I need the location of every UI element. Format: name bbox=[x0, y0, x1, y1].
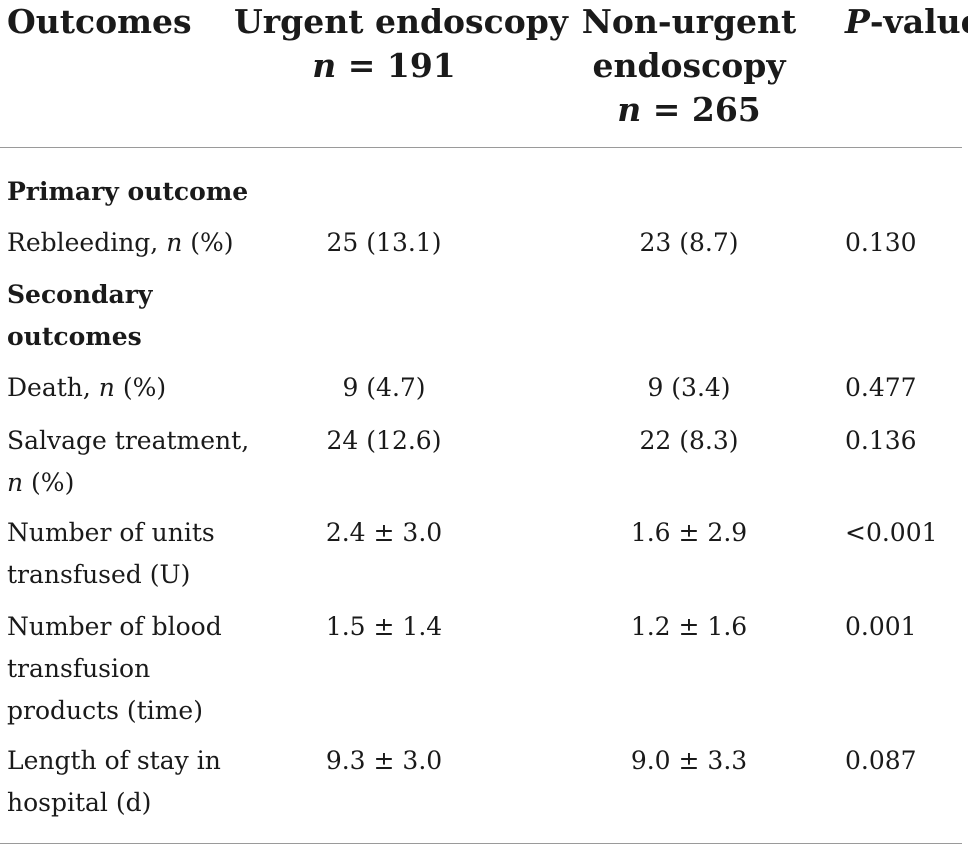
row-salvage-label: Salvage treatment, n (%) bbox=[7, 426, 250, 497]
header-nonurgent-label-2: endoscopy bbox=[592, 46, 786, 85]
row-salvage-pvalue: 0.136 bbox=[845, 426, 917, 455]
row-units-label: Number of units transfused (U) bbox=[7, 518, 215, 589]
row-units-urgent: 2.4 ± 3.0 bbox=[325, 518, 443, 547]
row-rebleeding-label: Rebleeding, n (%) bbox=[7, 228, 234, 257]
row-stay-pvalue: 0.087 bbox=[845, 746, 917, 775]
row-rebleeding-nonurgent: 23 (8.7) bbox=[639, 228, 739, 257]
row-death-pvalue: 0.477 bbox=[845, 373, 917, 402]
header-divider bbox=[0, 147, 962, 148]
row-rebleeding-pvalue: 0.130 bbox=[845, 228, 917, 257]
header-nonurgent-label-1: Non-urgent bbox=[581, 2, 797, 41]
table-bottom-rule bbox=[0, 843, 962, 844]
header-pvalue: P-value bbox=[845, 2, 968, 41]
row-blood-products-pvalue: 0.001 bbox=[845, 612, 917, 641]
row-death-urgent: 9 (4.7) bbox=[342, 373, 426, 402]
row-blood-products-nonurgent: 1.2 ± 1.6 bbox=[630, 612, 748, 641]
header-outcomes: Outcomes bbox=[7, 2, 192, 41]
row-death-nonurgent: 9 (3.4) bbox=[647, 373, 731, 402]
header-urgent-label: Urgent endoscopy bbox=[234, 2, 568, 41]
header-urgent-n: n = 191 bbox=[312, 46, 456, 85]
header-nonurgent-n: n = 265 bbox=[617, 90, 761, 129]
row-death-label: Death, n (%) bbox=[7, 373, 167, 402]
row-salvage-nonurgent: 22 (8.3) bbox=[639, 426, 739, 455]
row-units-nonurgent: 1.6 ± 2.9 bbox=[630, 518, 748, 547]
row-blood-products-urgent: 1.5 ± 1.4 bbox=[325, 612, 443, 641]
header-urgent: Urgent endoscopy n = 191 bbox=[234, 0, 568, 88]
row-units-pvalue: <0.001 bbox=[845, 518, 938, 547]
header-nonurgent: Non-urgent endoscopy n = 265 bbox=[539, 0, 839, 132]
section-primary-outcome: Primary outcome bbox=[7, 177, 249, 206]
row-stay-nonurgent: 9.0 ± 3.3 bbox=[630, 746, 748, 775]
section-secondary-outcomes: Secondary outcomes bbox=[7, 280, 153, 351]
row-rebleeding-urgent: 25 (13.1) bbox=[326, 228, 442, 257]
row-stay-label: Length of stay in hospital (d) bbox=[7, 746, 221, 817]
row-blood-products-label: Number of blood transfusion products (ti… bbox=[7, 612, 222, 725]
row-stay-urgent: 9.3 ± 3.0 bbox=[325, 746, 443, 775]
row-salvage-urgent: 24 (12.6) bbox=[326, 426, 442, 455]
